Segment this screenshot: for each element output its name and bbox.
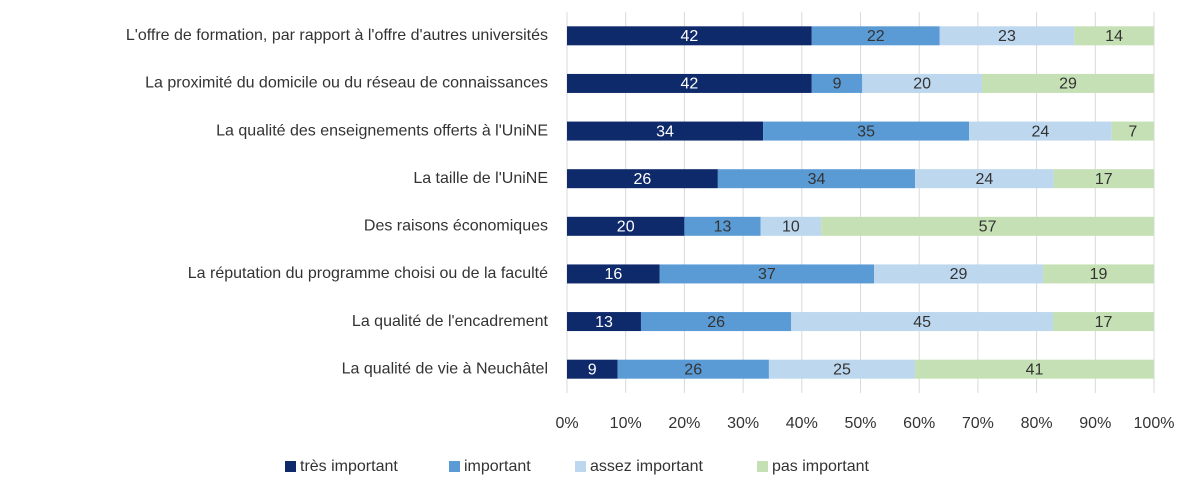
bar-segment [617, 359, 769, 379]
bar-segment [684, 216, 761, 236]
bar-segment [1053, 312, 1154, 332]
bar-segment [567, 73, 812, 93]
bar-segment [567, 359, 618, 379]
data-label: 29 [950, 266, 968, 283]
data-label: 34 [808, 171, 826, 188]
legend-swatch [449, 461, 460, 472]
bar-segment [1111, 121, 1154, 141]
data-label: 41 [1026, 361, 1044, 378]
data-label: 26 [684, 361, 702, 378]
category-label: Des raisons économiques [364, 218, 548, 235]
bar-segment [567, 169, 718, 189]
bar-segment [567, 264, 660, 284]
data-label: 24 [1032, 123, 1050, 140]
data-label: 57 [979, 219, 997, 236]
bar-segment [567, 26, 812, 46]
bar-segment [811, 73, 863, 93]
legend-label: important [464, 458, 531, 475]
bar-segment [567, 121, 764, 141]
data-label: 20 [617, 219, 635, 236]
bar-segment [640, 312, 792, 332]
x-tick-label: 10% [610, 415, 642, 432]
data-label: 17 [1095, 314, 1113, 331]
data-label: 7 [1128, 123, 1137, 140]
x-tick-label: 100% [1134, 415, 1175, 432]
category-label: La qualité de vie à Neuchâtel [342, 360, 548, 377]
data-label: 19 [1090, 266, 1108, 283]
legend-swatch [285, 461, 296, 472]
x-tick-label: 30% [727, 415, 759, 432]
bar-segment [939, 26, 1075, 46]
data-label: 20 [913, 76, 931, 93]
legend-swatch [575, 461, 586, 472]
data-label: 13 [714, 219, 732, 236]
bar-segment [760, 216, 822, 236]
bar-segment [862, 73, 983, 93]
x-tick-label: 50% [844, 415, 876, 432]
data-label: 25 [833, 361, 851, 378]
bar-segment [969, 121, 1112, 141]
data-label: 35 [857, 123, 875, 140]
x-tick-label: 20% [668, 415, 700, 432]
data-label: 45 [913, 314, 931, 331]
data-label: 9 [588, 361, 597, 378]
bar-segment [659, 264, 875, 284]
data-label: 10 [782, 219, 800, 236]
bar-segment [874, 264, 1044, 284]
data-label: 37 [758, 266, 776, 283]
bar-segment [1043, 264, 1154, 284]
bar-segment [821, 216, 1154, 236]
legend-label: très important [300, 458, 398, 475]
bar-segment [811, 26, 940, 46]
category-label: La réputation du programme choisi ou de … [188, 265, 548, 282]
x-tick-label: 90% [1079, 415, 1111, 432]
x-tick-label: 80% [1021, 415, 1053, 432]
data-label: 22 [867, 28, 885, 45]
legend-swatch [757, 461, 768, 472]
bar-segment [982, 73, 1154, 93]
bar-segment [1053, 169, 1154, 189]
category-label: La qualité de l'encadrement [352, 313, 549, 330]
x-tick-label: 0% [555, 415, 578, 432]
bar-segment [717, 169, 916, 189]
x-tick-label: 70% [962, 415, 994, 432]
x-tick-label: 40% [786, 415, 818, 432]
data-label: 9 [833, 76, 842, 93]
bar-segment [567, 216, 685, 236]
bar-segment [768, 359, 916, 379]
legend-label: pas important [772, 458, 869, 475]
data-label: 29 [1059, 76, 1077, 93]
x-tick-label: 60% [903, 415, 935, 432]
category-label: L'offre de formation, par rapport à l'of… [126, 27, 548, 44]
bar-segment [1074, 26, 1154, 46]
category-label: La taille de l'UniNE [413, 170, 548, 187]
bar-segment [915, 169, 1054, 189]
data-label: 34 [656, 123, 674, 140]
data-label: 42 [680, 28, 698, 45]
data-label: 23 [998, 28, 1016, 45]
bar-segment [567, 312, 641, 332]
data-label: 24 [975, 171, 993, 188]
bar-segment [915, 359, 1154, 379]
bar-segment [763, 121, 970, 141]
category-label: La proximité du domicile ou du réseau de… [145, 75, 548, 92]
legend-label: assez important [590, 458, 703, 475]
data-label: 16 [604, 266, 622, 283]
data-label: 42 [680, 76, 698, 93]
data-label: 26 [634, 171, 652, 188]
data-label: 14 [1105, 28, 1123, 45]
category-label: La qualité des enseignements offerts à l… [216, 122, 548, 139]
data-label: 26 [707, 314, 725, 331]
bar-segment [791, 312, 1054, 332]
data-label: 13 [595, 314, 613, 331]
data-label: 17 [1095, 171, 1113, 188]
